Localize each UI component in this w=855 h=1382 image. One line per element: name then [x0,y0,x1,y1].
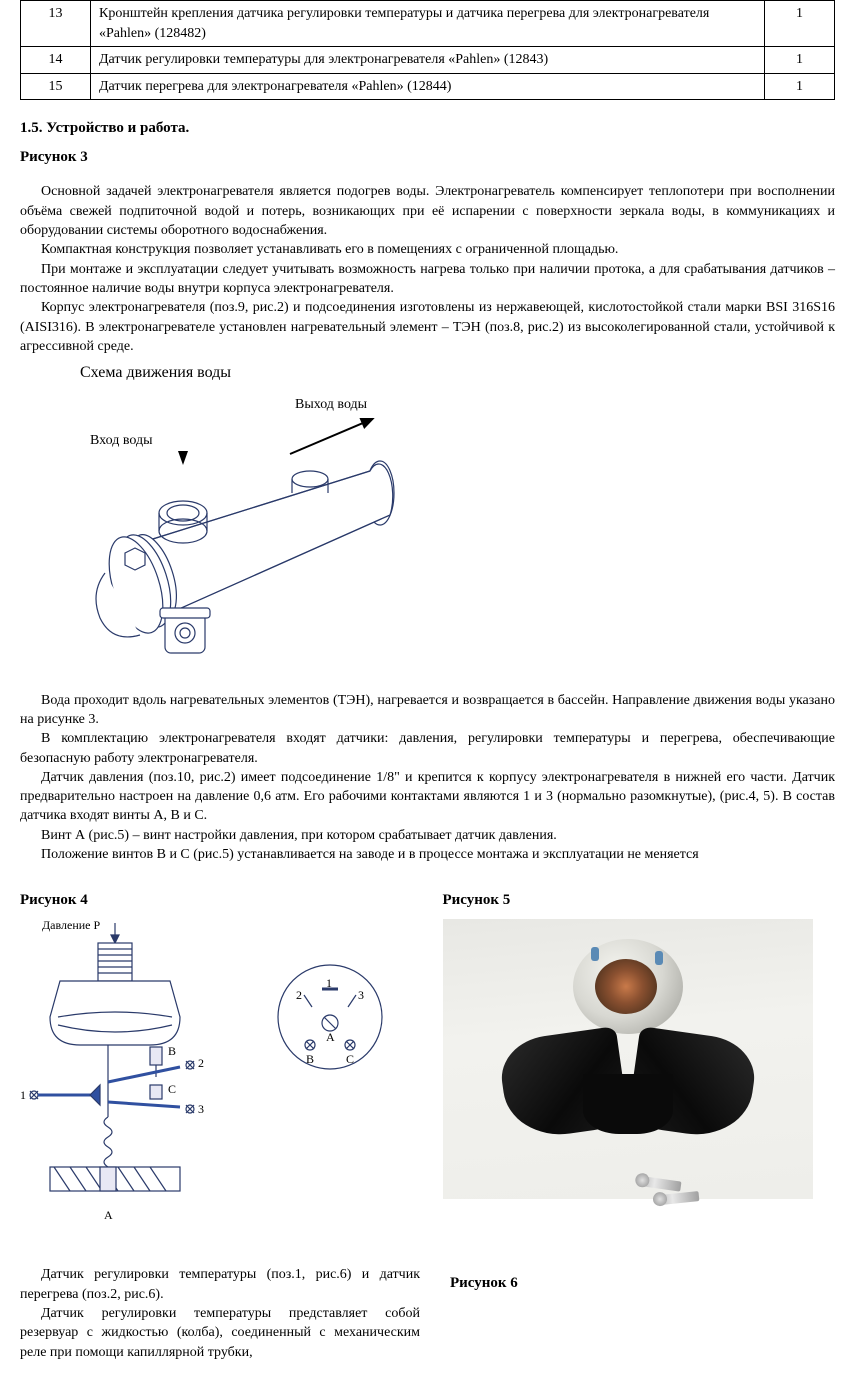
circle-a-label: A [326,1029,335,1046]
screw-b-label: B [168,1043,176,1060]
terminal-3-label: 3 [198,1101,204,1118]
cell-desc: Кронштейн крепления датчика регулировки … [91,1,765,47]
screw-c-label: C [168,1081,176,1098]
body-block-1: Основной задачей электронагревателя явля… [20,182,835,356]
paragraph: Датчик регулировки температуры представл… [20,1304,420,1362]
outlet-label: Выход воды [295,395,367,415]
bracket-mid-icon [583,1074,673,1134]
paragraph: Датчик регулировки температуры (поз.1, р… [20,1265,420,1304]
contact-2-label: 2 [296,987,302,1004]
photo-pin-icon [591,947,599,961]
section-heading: 1.5. Устройство и работа. [20,118,835,139]
figures-4-5-row: Рисунок 4 Давление Р [20,882,835,1237]
cell-num: 15 [21,73,91,100]
cell-qty: 1 [765,1,835,47]
circle-c-label: C [346,1051,354,1068]
figure-5-label: Рисунок 5 [443,890,836,911]
bottom-row: Датчик регулировки температуры (поз.1, р… [20,1265,835,1362]
paragraph: Основной задачей электронагревателя явля… [20,182,835,240]
photo-pin-icon [655,951,663,965]
paragraph: Вода проходит вдоль нагревательных элеме… [20,691,835,730]
heater-diagram: Вход воды Выход воды [50,393,490,683]
body-block-2: Вода проходит вдоль нагревательных элеме… [20,691,835,865]
sensor-svg-icon [20,917,400,1237]
screw-icon [642,1177,681,1192]
table-row: 13 Кронштейн крепления датчика регулиров… [21,1,835,47]
photo-bracket [503,1014,753,1144]
terminal-1-label: 1 [20,1087,26,1104]
cell-qty: 1 [765,47,835,74]
paragraph: В комплектацию электронагревателя входят… [20,729,835,768]
pressure-sensor-diagram: Давление Р [20,917,400,1237]
cell-desc: Датчик регулировки температуры для элект… [91,47,765,74]
paragraph: Корпус электронагревателя (поз.9, рис.2)… [20,298,835,356]
contact-3-label: 3 [358,987,364,1004]
cell-qty: 1 [765,73,835,100]
circle-b-label: B [306,1051,314,1068]
paragraph: При монтаже и эксплуатации следует учиты… [20,260,835,299]
parts-table: 13 Кронштейн крепления датчика регулиров… [20,0,835,100]
table-row: 15 Датчик перегрева для электронагревате… [21,73,835,100]
pressure-label: Давление Р [42,917,100,934]
figure-6-label: Рисунок 6 [450,1273,835,1294]
cell-num: 14 [21,47,91,74]
scheme-title: Схема движения воды [80,362,835,384]
paragraph: Компактная конструкция позволяет устанав… [20,240,835,259]
cell-desc: Датчик перегрева для электронагревателя … [91,73,765,100]
table-row: 14 Датчик регулировки температуры для эл… [21,47,835,74]
screw-icon [660,1191,699,1205]
inlet-label: Вход воды [90,431,152,451]
paragraph: Датчик давления (поз.10, рис.2) имеет по… [20,768,835,826]
sensor-photo [443,919,813,1199]
figure-3-label: Рисунок 3 [20,147,835,168]
arrow-out-icon [290,417,374,454]
contact-1-label: 1 [326,975,332,992]
cell-num: 13 [21,1,91,47]
screw-a-label: A [104,1207,113,1224]
paragraph: Винт А (рис.5) – винт настройки давления… [20,826,835,845]
paragraph: Положение винтов В и С (рис.5) устанавли… [20,845,835,864]
heater-svg-icon [50,453,470,683]
photo-sensor-face [595,959,657,1014]
figure-4-label: Рисунок 4 [20,890,413,911]
terminal-2-label: 2 [198,1055,204,1072]
